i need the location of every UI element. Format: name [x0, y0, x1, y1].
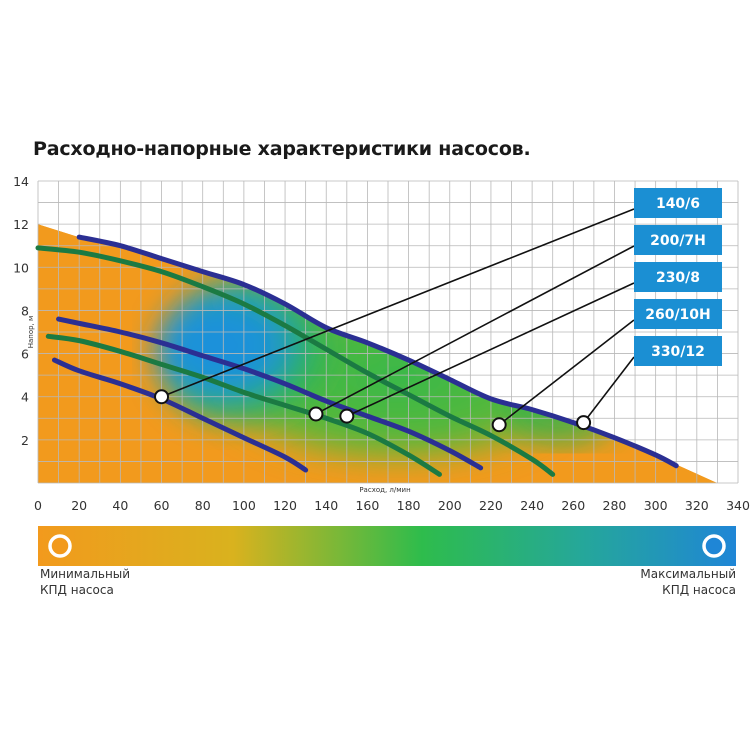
- curve-200/7Н: [45, 333, 442, 477]
- leader-line-200/7Н: [315, 245, 635, 415]
- x-tick-label: 20: [71, 498, 87, 513]
- leader-line-330/12: [582, 356, 635, 424]
- marker-260/10Н: [491, 417, 507, 433]
- x-axis-label: Расход, л/мин: [359, 486, 410, 494]
- page-title: Расходно-напорные характеристики насосов…: [33, 138, 531, 160]
- model-box-330/12: [634, 336, 722, 366]
- min-efficiency-label: Минимальный КПД насоса: [40, 567, 131, 597]
- y-tick-label: 6: [21, 347, 29, 362]
- x-tick-label: 140: [314, 498, 338, 513]
- x-tick-label: 280: [603, 498, 627, 513]
- y-tick-label: 2: [21, 433, 29, 448]
- y-tick-label: 14: [13, 174, 29, 189]
- y-axis-label: Напор, м: [27, 316, 35, 349]
- model-label: 140/6: [656, 196, 700, 212]
- leader-line-230/8: [346, 282, 635, 417]
- x-tick-label: 320: [685, 498, 709, 513]
- x-tick-label: 300: [644, 498, 668, 513]
- marker-140/6: [154, 389, 170, 405]
- model-box-200/7Н: [634, 225, 722, 255]
- x-tick-label: 60: [154, 498, 170, 513]
- max-efficiency-label: Максимальный КПД насоса: [640, 567, 736, 597]
- x-tick-label: 180: [397, 498, 421, 513]
- min-efficiency-marker: [48, 534, 72, 558]
- model-box-260/10Н: [634, 299, 722, 329]
- marker-230/8: [339, 408, 355, 424]
- model-box-230/8: [634, 262, 722, 292]
- curve-140/6: [51, 357, 309, 473]
- x-tick-label: 340: [726, 498, 750, 513]
- x-tick-label: 220: [479, 498, 503, 513]
- x-tick-label: 240: [520, 498, 544, 513]
- curve-260/10Н: [35, 245, 556, 477]
- y-tick-label: 12: [13, 217, 29, 232]
- model-labels: 140/6 200/7Н 230/8 260/10Н 330/12: [154, 188, 722, 433]
- y-tick-label: 8: [21, 303, 29, 318]
- efficiency-scale-bar: [38, 526, 736, 566]
- max-efficiency-marker: [702, 534, 726, 558]
- model-box-140/6: [634, 188, 722, 218]
- x-tick-label: 160: [355, 498, 379, 513]
- curve-330/12: [76, 234, 679, 469]
- x-tick-label: 0: [34, 498, 42, 513]
- axis-ticks: 0 20 40 60 80 100 120 140 160 180 200 220 240 260 280 3…: [13, 174, 750, 513]
- x-tick-label: 120: [273, 498, 297, 513]
- y-tick-label: 10: [13, 260, 29, 275]
- model-label: 330/12: [651, 344, 705, 360]
- y-tick-label: 4: [21, 390, 29, 405]
- x-tick-label: 260: [561, 498, 585, 513]
- model-label: 260/10Н: [645, 307, 711, 323]
- x-tick-label: 100: [232, 498, 256, 513]
- x-tick-label: 200: [438, 498, 462, 513]
- marker-200/7Н: [308, 406, 324, 422]
- curve-230/8: [56, 316, 484, 471]
- pump-curves: [35, 234, 679, 477]
- leader-line-140/6: [161, 208, 635, 398]
- model-label: 200/7Н: [650, 233, 706, 249]
- leader-line-260/10Н: [498, 319, 635, 426]
- x-tick-label: 40: [112, 498, 128, 513]
- model-label: 230/8: [656, 270, 700, 286]
- x-tick-label: 80: [195, 498, 211, 513]
- marker-330/12: [576, 415, 592, 431]
